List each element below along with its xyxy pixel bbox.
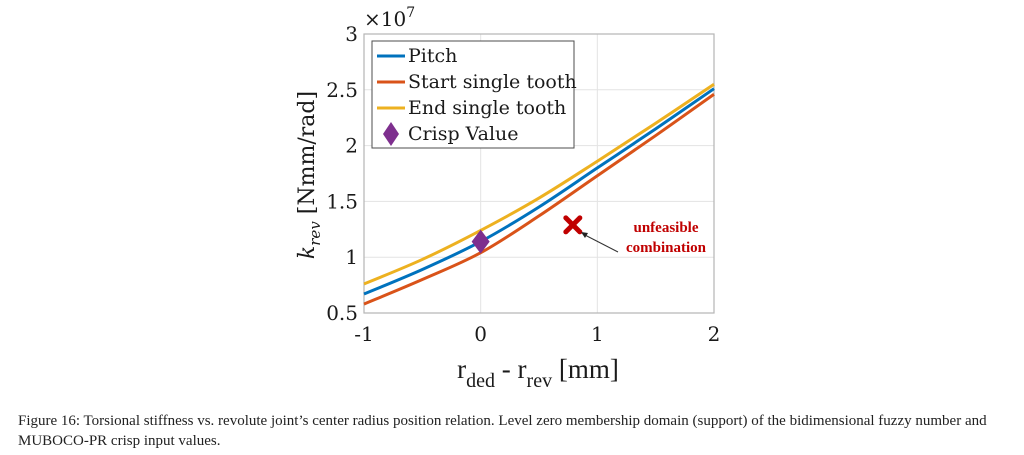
crisp-value-marker bbox=[471, 229, 490, 254]
y-tick-label: 0.5 bbox=[326, 301, 358, 325]
chart: -1 0 1 2 0.5 1 1.5 2 2.5 3 ×107 krev [Nmm/rad] rd… bbox=[295, 5, 720, 392]
y-multiplier: ×107 bbox=[364, 5, 415, 31]
annotation-line-2: combination bbox=[626, 240, 707, 256]
legend-item: Start single tooth bbox=[377, 71, 577, 93]
series-line-start-single-tooth bbox=[363, 93, 715, 306]
series-layer bbox=[363, 82, 715, 306]
y-tick-label: 3 bbox=[345, 22, 358, 46]
y-tick-label: 1.5 bbox=[326, 189, 358, 213]
series-line-end-single-tooth bbox=[363, 82, 715, 286]
legend-item: Crisp Value bbox=[383, 122, 519, 146]
y-axis-label: krev [Nmm/rad] bbox=[295, 91, 324, 259]
legend-diamond-icon bbox=[383, 122, 399, 146]
x-axis-label: rded - rrev [mm] bbox=[457, 354, 619, 392]
x-tick-label: 2 bbox=[708, 322, 721, 346]
legend: Pitch Start single tooth End single tooth C… bbox=[371, 40, 577, 149]
y-tick-label: 1 bbox=[345, 245, 358, 269]
unfeasible-annotation: unfeasible combination bbox=[581, 220, 707, 256]
x-tick-label: -1 bbox=[354, 322, 373, 346]
plot-frame bbox=[363, 33, 715, 314]
legend-item: End single tooth bbox=[377, 97, 566, 119]
arrowhead-icon bbox=[581, 232, 588, 238]
x-tick-label: 1 bbox=[591, 322, 604, 346]
unfeasible-x-marker bbox=[563, 215, 583, 235]
legend-label: Pitch bbox=[408, 45, 457, 67]
annotation-arrow bbox=[582, 233, 619, 253]
figure-caption: Figure 16: Torsional stiffness vs. revol… bbox=[18, 413, 987, 449]
marker-layer bbox=[471, 215, 583, 254]
tick-labels: -1 0 1 2 0.5 1 1.5 2 2.5 3 bbox=[326, 22, 720, 346]
y-tick-label: 2.5 bbox=[326, 78, 358, 102]
legend-label: End single tooth bbox=[408, 97, 566, 119]
legend-item: Pitch bbox=[377, 45, 457, 67]
legend-label: Crisp Value bbox=[408, 123, 519, 145]
series-line-pitch bbox=[363, 87, 715, 296]
y-tick-label: 2 bbox=[345, 134, 358, 158]
legend-label: Start single tooth bbox=[408, 71, 577, 93]
x-tick-label: 0 bbox=[474, 322, 487, 346]
annotation-line-1: unfeasible bbox=[633, 220, 698, 236]
